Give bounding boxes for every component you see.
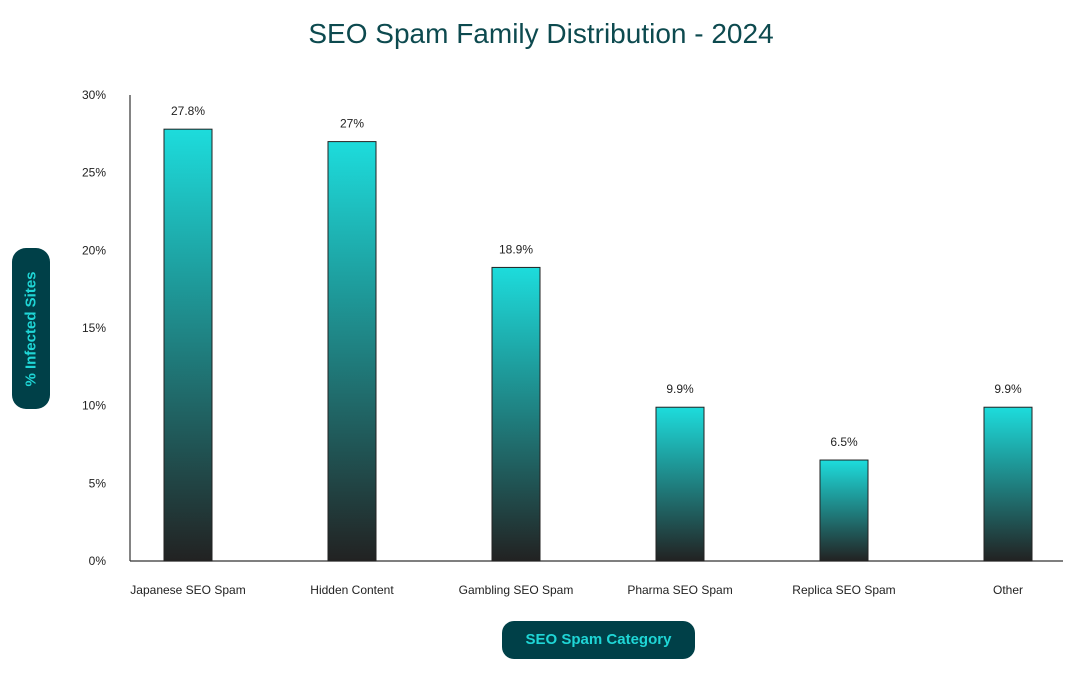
bar: [491, 266, 541, 562]
data-label: 9.9%: [994, 382, 1022, 396]
bar: [163, 128, 213, 562]
y-tick-label: 5%: [89, 476, 107, 490]
y-tick-label: 30%: [82, 88, 106, 102]
y-axis-label: % Infected Sites: [12, 248, 50, 409]
x-axis-label: SEO Spam Category: [502, 621, 695, 659]
bar: [983, 406, 1033, 562]
y-tick-label: 15%: [82, 321, 106, 335]
x-tick-label: Hidden Content: [310, 583, 394, 597]
data-label: 18.9%: [499, 242, 533, 256]
y-tick-label: 0%: [89, 554, 107, 568]
data-label: 27.8%: [171, 104, 205, 118]
data-label: 9.9%: [666, 382, 694, 396]
x-tick-label: Japanese SEO Spam: [130, 583, 245, 597]
x-tick-label: Pharma SEO Spam: [627, 583, 732, 597]
x-tick-label: Other: [993, 583, 1023, 597]
y-tick-label: 10%: [82, 399, 106, 413]
bar: [655, 406, 705, 562]
chart-title: SEO Spam Family Distribution - 2024: [308, 18, 774, 49]
bar: [327, 141, 377, 562]
x-tick-label: Gambling SEO Spam: [459, 583, 574, 597]
y-tick-label: 20%: [82, 243, 106, 257]
y-tick-label: 25%: [82, 166, 106, 180]
x-tick-label: Replica SEO Spam: [792, 583, 895, 597]
data-label: 6.5%: [830, 435, 858, 449]
bar: [819, 459, 869, 562]
data-label: 27%: [340, 117, 364, 131]
